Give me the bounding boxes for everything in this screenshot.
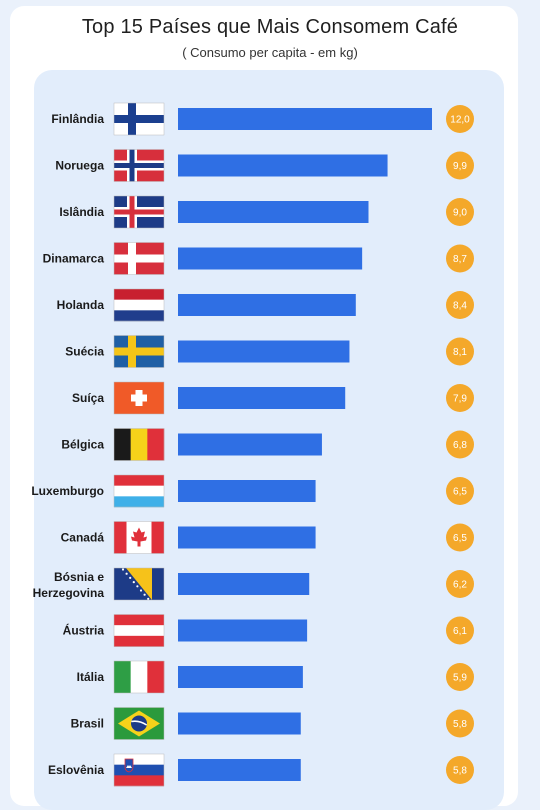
bar-row: Finlândia 12,0	[51, 102, 474, 136]
austria-flag-icon	[113, 614, 165, 647]
value-label: 6,2	[453, 580, 467, 591]
value-badge	[446, 151, 474, 180]
bar-row: Noruega 9,9	[55, 149, 474, 182]
value-label: 8,4	[453, 301, 467, 312]
bar-row: Eslovênia 5,8	[48, 753, 474, 787]
country-label: Dinamarca	[43, 252, 105, 266]
value-label: 9,0	[453, 208, 467, 219]
italy-flag-icon	[113, 660, 165, 694]
bar-row: Brasil 5,8	[71, 707, 474, 740]
value-badge	[446, 709, 474, 738]
bar-row: Suíça 7,9	[72, 381, 474, 415]
bar-row: Islândia 9,0	[59, 195, 474, 229]
value-badge	[446, 384, 474, 412]
bar	[178, 712, 301, 735]
value-label: 12,0	[450, 115, 470, 126]
country-label: Eslovênia	[48, 763, 104, 777]
value-badge	[446, 105, 474, 133]
bar	[178, 759, 301, 781]
country-label: Itália	[77, 670, 105, 684]
bar	[178, 526, 316, 549]
value-badge	[446, 244, 474, 273]
country-label: Bósnia e Herzegovina	[33, 570, 105, 600]
country-label: Islândia	[59, 205, 104, 219]
bar	[178, 619, 308, 642]
bar-row: Bósnia e Herzegovina 6,2	[33, 567, 474, 601]
value-label: 5,8	[453, 719, 467, 730]
bar	[178, 666, 303, 688]
bar-row: Holanda 8,4	[57, 288, 474, 322]
country-label: Suíça	[72, 391, 104, 405]
luxembourg-flag-icon	[113, 474, 165, 508]
value-label: 6,1	[453, 626, 467, 637]
value-label: 9,9	[453, 161, 467, 172]
bar-row: Itália 5,9	[77, 660, 474, 694]
brazil-flag-icon	[113, 707, 165, 740]
country-label: Holanda	[57, 298, 105, 312]
value-label: 6,8	[453, 440, 467, 451]
value-badge	[446, 337, 474, 366]
switzerland-flag-icon	[113, 381, 165, 415]
value-badge	[446, 430, 474, 459]
bar-row: Dinamarca 8,7	[43, 242, 474, 275]
finland-flag-icon	[113, 102, 165, 136]
bar	[178, 108, 432, 130]
value-label: 7,9	[453, 394, 467, 405]
bar	[178, 340, 350, 363]
chart-title: Top 15 Países que Mais Consomem Café	[81, 16, 459, 38]
belgium-flag-icon	[113, 428, 165, 461]
slovenia-flag-icon	[113, 753, 165, 787]
value-label: 6,5	[453, 487, 467, 498]
bar-row: Suécia 8,1	[65, 335, 474, 368]
value-badge	[446, 616, 474, 645]
country-label: Áustria	[63, 623, 105, 638]
value-label: 5,8	[453, 766, 467, 777]
sweden-flag-icon	[113, 335, 165, 368]
bar	[178, 294, 356, 316]
value-label: 8,7	[453, 254, 467, 265]
value-badge	[446, 523, 474, 552]
value-label: 8,1	[453, 347, 467, 358]
bar	[178, 387, 346, 409]
iceland-flag-icon	[113, 195, 165, 229]
denmark-flag-icon	[113, 242, 165, 275]
value-badge	[446, 663, 474, 691]
bar	[178, 154, 388, 177]
bar	[178, 201, 369, 223]
canada-flag-icon	[113, 521, 165, 554]
bar-row: Bélgica 6,8	[61, 428, 474, 461]
country-label: Canadá	[61, 531, 105, 545]
value-badge	[446, 477, 474, 505]
value-badge	[446, 291, 474, 319]
bar-row: Luxemburgo 6,5	[31, 474, 474, 508]
country-label: Brasil	[71, 717, 104, 731]
value-label: 6,5	[453, 533, 467, 544]
bosnia-flag-icon	[113, 567, 165, 601]
value-badge	[446, 570, 474, 598]
country-label: Finlândia	[51, 112, 104, 126]
country-label: Luxemburgo	[31, 484, 104, 498]
value-badge	[446, 198, 474, 226]
country-label: Noruega	[55, 159, 104, 173]
country-label: Suécia	[65, 345, 104, 359]
chart-subtitle: ( Consumo per capita - em kg)	[182, 45, 358, 60]
value-badge	[446, 756, 474, 784]
bar-row: Canadá 6,5	[61, 521, 474, 554]
value-label: 5,9	[453, 673, 467, 684]
netherlands-flag-icon	[113, 288, 165, 322]
bar	[178, 573, 310, 595]
country-label: Bélgica	[61, 438, 104, 452]
norway-flag-icon	[113, 149, 165, 182]
bar	[178, 480, 316, 502]
bar	[178, 247, 363, 270]
bar-row: Áustria 6,1	[63, 614, 474, 647]
bar	[178, 433, 322, 456]
